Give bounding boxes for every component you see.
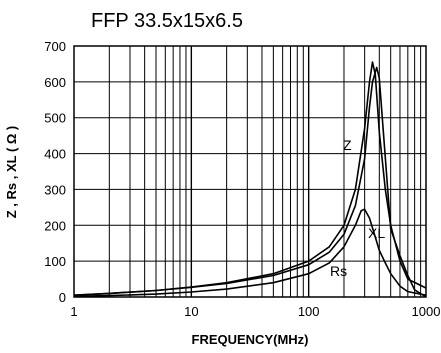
rs-curve-label: Rs [330,263,347,279]
y-tick-label: 500 [44,111,66,126]
y-tick-label: 200 [44,218,66,233]
x-tick-label: 10 [184,304,198,319]
series-line-xl [73,66,427,298]
series-line-z [73,61,427,296]
y-tick-label: 100 [44,254,66,269]
x-tick-label: 100 [298,304,320,319]
x-tick-label: 1 [70,304,77,319]
grid [74,46,426,297]
y-tick-label: 400 [44,147,66,162]
z-curve-label: Z [343,137,352,153]
x-axis-label: FREQUENCY(MHz) [192,332,309,347]
chart-title: FFP 33.5x15x6.5 [91,10,243,32]
y-axis-label: Z , Rs , XL ( Ω ) [4,126,19,219]
x-tick-label: 1000 [412,304,441,319]
plot-frame [73,45,427,298]
series-line-rs [73,208,427,298]
y-tick-label: 700 [44,39,66,54]
xl-curve-label: XL [368,225,385,241]
tick-labels: 0 100 200 300 400 500 600 700 1 10 100 1000 [44,39,440,319]
y-tick-label: 300 [44,182,66,197]
curves [73,61,427,298]
y-tick-label: 0 [59,290,66,305]
y-tick-label: 600 [44,75,66,90]
